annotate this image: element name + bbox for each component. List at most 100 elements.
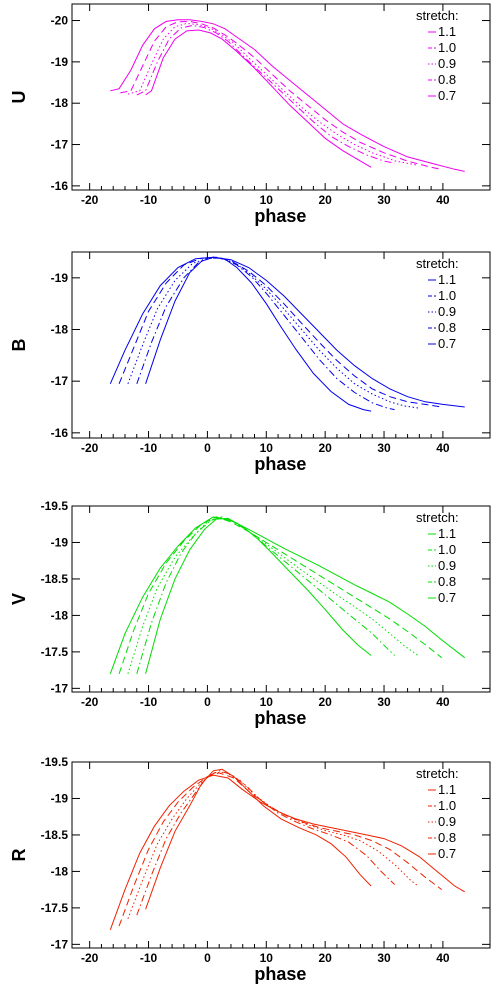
y-tick-label: -19 [51,791,69,805]
y-tick-label: -17 [51,374,69,388]
y-tick-label: -17 [51,937,69,951]
x-tick-label: 40 [436,951,450,965]
x-tick-label: 0 [204,193,211,207]
legend-label: 1.0 [438,40,456,55]
legend-label: 0.9 [438,304,456,319]
legend-label: 0.8 [438,320,456,335]
x-tick-label: 30 [377,441,391,455]
series-line-1-1 [109,516,466,674]
y-tick-label: -19.5 [41,755,69,769]
x-tick-label: 0 [204,951,211,965]
y-axis-title: R [9,849,29,862]
y-tick-label: -18 [51,96,69,110]
y-tick-label: -19 [51,271,69,285]
x-tick-label: -20 [81,193,99,207]
legend-label: 0.9 [438,56,456,71]
y-tick-label: -18.5 [41,572,69,586]
series-line-1-0 [118,516,443,674]
legend-label: 1.1 [438,782,456,797]
legend-label: 0.8 [438,830,456,845]
x-tick-label: 20 [318,951,332,965]
legend-label: 0.7 [438,88,456,103]
y-axis-title: U [9,91,29,104]
x-tick-label: -20 [81,441,99,455]
y-tick-label: -16 [51,426,69,440]
x-tick-label: 10 [260,951,274,965]
x-tick-label: 30 [377,193,391,207]
legend-label: 1.1 [438,24,456,39]
legend-title: stretch: [416,256,459,271]
x-tick-label: -20 [81,695,99,709]
plot-frame [71,761,491,949]
legend-label: 1.0 [438,288,456,303]
y-axis-title: V [9,593,29,605]
x-axis-title: phase [254,454,306,474]
y-tick-label: -17 [51,138,69,152]
series-line-0-9 [127,516,419,674]
legend-label: 0.8 [438,574,456,589]
plot-frame [71,505,491,693]
x-tick-label: -10 [140,193,158,207]
panel-u: -20 -10 0 10 20 30 40 -20 -19 -18 -17 -16 phase Ustre… [9,3,491,226]
legend-label: 0.7 [438,590,456,605]
legend-label: 0.9 [438,558,456,573]
legend-label: 1.0 [438,542,456,557]
panel-v: -20 -10 0 10 20 30 40 -19.5 -19 -18.5 -18 -17.5 -17 p… [9,499,491,728]
series-line-0-8 [136,257,395,411]
y-tick-label: -18.5 [41,828,69,842]
x-tick-label: 20 [318,695,332,709]
legend-label: 0.7 [438,336,456,351]
plot-frame [71,251,491,439]
series-line-0-9 [127,771,419,919]
y-tick-label: -20 [51,14,69,28]
legend-title: stretch: [416,766,459,781]
y-tick-label: -18 [51,323,69,337]
series-line-1-1 [109,256,465,408]
series-line-1-1 [110,19,465,172]
legend-label: 0.8 [438,72,456,87]
x-tick-label: 30 [377,951,391,965]
legend-title: stretch: [416,510,459,525]
panel-r: -20 -10 0 10 20 30 40 -19.5 -19 -18.5 -18 -17.5 -17 p… [9,755,491,984]
x-axis-title: phase [254,206,306,226]
y-tick-label: -18 [51,864,69,878]
x-tick-label: -10 [140,441,158,455]
y-tick-label: -19 [51,55,69,69]
x-tick-label: 10 [260,193,274,207]
series-line-0-8 [136,24,395,164]
y-tick-label: -19.5 [41,499,69,513]
y-tick-label: -16 [51,179,69,193]
x-tick-label: 40 [436,441,450,455]
legend-label: 1.0 [438,798,456,813]
series-line-0-7 [145,768,372,910]
x-tick-label: 20 [318,441,332,455]
series-line-0-7 [145,256,372,412]
series-line-0-9 [127,22,418,166]
series-line-0-7 [145,29,372,168]
x-tick-label: 40 [436,193,450,207]
y-tick-label: -17.5 [41,901,69,915]
y-axis-title: B [9,339,29,352]
x-tick-label: 10 [260,695,274,709]
x-tick-label: 0 [204,695,211,709]
x-tick-label: 20 [318,193,332,207]
x-tick-label: 10 [260,441,274,455]
series-line-0-8 [136,770,395,916]
x-tick-label: 0 [204,441,211,455]
x-axis-title: phase [254,708,306,728]
y-tick-label: -17 [51,681,69,695]
legend-label: 1.1 [438,272,456,287]
x-tick-label: -10 [140,951,158,965]
panel-b: -20 -10 0 10 20 30 40 -19 -18 -17 -16 phase Bstretch… [9,251,491,474]
legend-label: 0.9 [438,814,456,829]
y-tick-label: -18 [51,608,69,622]
y-tick-label: -17.5 [41,645,69,659]
plot-frame [71,3,491,191]
series-line-0-7 [145,517,372,674]
legend-title: stretch: [416,8,459,23]
legend-label: 0.7 [438,846,456,861]
x-tick-label: -10 [140,695,158,709]
x-tick-label: -20 [81,951,99,965]
y-tick-label: -19 [51,535,69,549]
